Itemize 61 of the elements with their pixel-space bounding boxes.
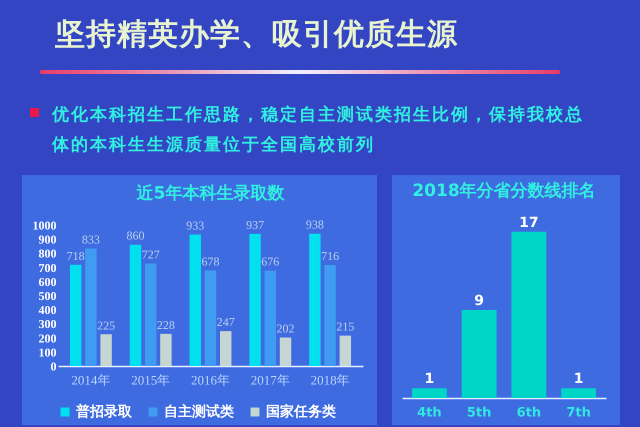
x-tick-label: 5th (466, 406, 492, 420)
bar (204, 270, 216, 366)
chart-title: 2018年分省分数线排名 (412, 180, 596, 201)
data-label: 678 (202, 254, 220, 268)
x-tick-label: 2016年 (191, 372, 230, 388)
bar (340, 336, 352, 366)
x-tick-label: 2014年 (71, 372, 110, 388)
data-label: 676 (261, 254, 280, 269)
text: 优化本科招生工作思路，稳定自主测试类招生比例，保持我校总体的本科生生源质量位于全国高校前列 (52, 104, 585, 157)
y-tick-label: 1000 (32, 218, 56, 232)
bar (85, 248, 97, 366)
data-label: 1 (574, 371, 584, 388)
y-tick-label: 800 (38, 246, 56, 261)
y-tick-label: 100 (38, 345, 56, 360)
x-tick-label: 6th (516, 406, 542, 420)
bar (309, 234, 321, 366)
y-tick-label: 400 (38, 303, 56, 318)
y-tick-label: 200 (38, 331, 56, 346)
bar (324, 265, 336, 366)
y-tick-label: 700 (38, 260, 56, 275)
bar (249, 234, 261, 366)
y-tick-label: 500 (38, 289, 56, 303)
y-tick-label: 900 (38, 232, 56, 247)
legend-label: 普招录取 (75, 403, 133, 419)
data-label: 727 (142, 247, 160, 262)
chart-title: 近5年本科生录取数 (136, 184, 286, 204)
data-label: 247 (216, 315, 235, 330)
data-label: 833 (82, 232, 100, 247)
data-label: 860 (126, 228, 144, 243)
data-label: 937 (246, 218, 264, 232)
data-label: 9 (474, 293, 484, 309)
data-label: 718 (66, 248, 85, 263)
bar (280, 338, 292, 366)
data-label: 215 (336, 320, 354, 334)
bar (130, 244, 142, 366)
text: 坚持精英办学、吸引优质生源 (55, 16, 458, 54)
data-label: 17 (519, 214, 539, 231)
bar (190, 234, 201, 366)
x-tick-label: 2017年 (250, 372, 290, 388)
data-label: 225 (97, 318, 116, 332)
x-tick-label: 7th (566, 406, 591, 420)
legend-label: 自主测试类 (164, 403, 234, 419)
bar (160, 334, 172, 366)
y-tick-label: 300 (38, 317, 56, 332)
bar (264, 270, 276, 366)
bar (100, 334, 112, 366)
bar (144, 263, 156, 366)
x-tick-label: 4th (417, 406, 442, 420)
data-label: 1 (424, 371, 434, 388)
data-label: 716 (321, 249, 340, 264)
x-tick-label: 2015年 (131, 372, 170, 388)
data-label: 202 (276, 322, 295, 336)
data-label: 933 (186, 218, 204, 232)
x-tick-label: 2018年 (310, 372, 350, 388)
data-label: 938 (306, 218, 324, 232)
bar (70, 264, 82, 366)
bar (220, 331, 232, 366)
y-tick-label: 0 (50, 360, 56, 374)
data-label: 228 (156, 318, 175, 332)
legend-label: 国家任务类 (266, 403, 336, 419)
y-tick-label: 600 (38, 274, 56, 289)
